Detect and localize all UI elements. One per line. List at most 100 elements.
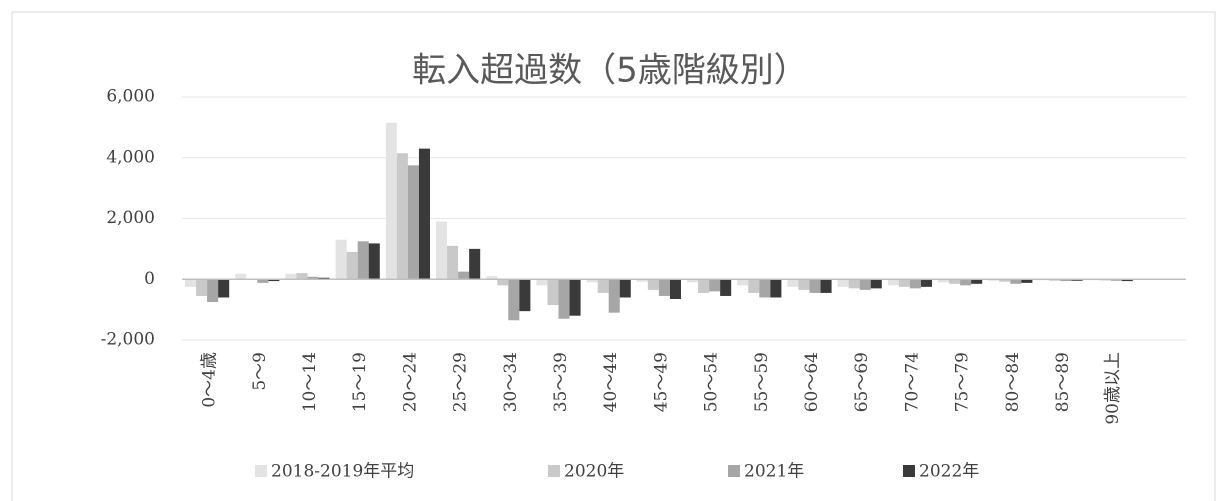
bar <box>357 241 369 280</box>
bar <box>898 279 910 287</box>
bar <box>597 279 609 293</box>
bar <box>720 279 732 296</box>
bar <box>949 279 961 284</box>
x-tick-label: 75〜79 <box>953 352 973 412</box>
bar <box>848 279 860 289</box>
bar <box>988 279 1000 281</box>
bar <box>837 279 849 287</box>
bar <box>820 279 832 293</box>
bar <box>335 239 347 280</box>
bar <box>619 279 631 298</box>
bar <box>1021 279 1033 283</box>
bar <box>447 245 459 280</box>
bar <box>636 279 648 282</box>
y-tick-label: 6,000 <box>106 87 155 107</box>
bar <box>385 122 397 280</box>
bar <box>185 279 197 287</box>
bar <box>669 279 681 299</box>
bar <box>285 273 297 280</box>
x-tick-label: 50〜54 <box>702 352 722 412</box>
y-tick-label: 4,000 <box>106 147 155 167</box>
legend-label: 2022年 <box>919 462 979 482</box>
bar <box>770 279 782 298</box>
bar <box>647 279 659 290</box>
bar <box>436 221 448 280</box>
bar <box>787 279 799 287</box>
bar <box>536 279 548 286</box>
bar <box>318 277 330 280</box>
bar <box>547 279 559 306</box>
bar <box>196 279 208 296</box>
bar <box>809 279 821 293</box>
chart-title: 転入超過数（5歳階級別） <box>412 51 808 91</box>
x-tick-label: 90歳以上 <box>1103 352 1123 425</box>
x-tick-label: 25〜29 <box>451 352 471 412</box>
bar <box>859 279 871 290</box>
bar <box>469 248 481 280</box>
bar <box>909 279 921 289</box>
x-tick-label: 55〜59 <box>752 352 772 412</box>
x-tick-label: 40〜44 <box>601 352 621 412</box>
bar <box>798 279 810 290</box>
x-tick-label: 0〜4歳 <box>200 352 220 408</box>
bar <box>497 279 509 286</box>
bar <box>608 279 620 313</box>
y-tick-label: 2,000 <box>106 208 155 228</box>
bar <box>971 279 983 284</box>
legend-swatch <box>548 465 560 477</box>
bar <box>938 279 950 283</box>
legend-swatch <box>903 465 915 477</box>
bar <box>268 279 280 282</box>
bar <box>920 279 932 287</box>
legend-label: 2021年 <box>744 462 804 482</box>
bar <box>508 279 520 321</box>
bar <box>1121 279 1133 282</box>
bar <box>737 279 749 286</box>
bar <box>658 279 670 296</box>
bar <box>296 273 308 280</box>
bar <box>1071 279 1083 281</box>
bar <box>346 251 358 280</box>
x-tick-label: 65〜69 <box>852 352 872 412</box>
bar <box>586 279 598 283</box>
bar <box>558 279 570 319</box>
x-tick-label: 80〜84 <box>1003 352 1023 412</box>
bar <box>709 279 721 292</box>
bar <box>748 279 760 293</box>
bar <box>1060 279 1072 282</box>
x-tick-label: 85〜89 <box>1053 352 1073 412</box>
bar <box>569 279 581 316</box>
legend-label: 2020年 <box>564 462 624 482</box>
legend-label: 2018-2019年平均 <box>271 462 414 482</box>
legend-swatch <box>255 465 267 477</box>
bar <box>458 271 470 280</box>
bar <box>887 279 899 286</box>
x-tick-label: 20〜24 <box>400 352 420 412</box>
bar <box>235 273 247 280</box>
x-tick-label: 45〜49 <box>651 352 671 412</box>
bar <box>307 276 319 280</box>
x-tick-label: 70〜74 <box>902 352 922 412</box>
bar <box>407 165 419 280</box>
bar <box>687 279 699 283</box>
y-tick-label: -2,000 <box>101 330 155 350</box>
y-tick-label: 0 <box>144 269 155 289</box>
bar <box>870 279 882 289</box>
bar <box>1049 279 1061 281</box>
x-tick-label: 10〜14 <box>300 352 320 412</box>
bar <box>1110 279 1122 281</box>
bar <box>218 279 230 298</box>
x-tick-label: 60〜64 <box>802 352 822 412</box>
bar <box>486 276 498 280</box>
bar <box>1010 279 1022 284</box>
bar <box>519 279 531 312</box>
bar <box>759 279 771 298</box>
bar <box>257 279 269 283</box>
x-tick-label: 35〜39 <box>551 352 571 412</box>
x-tick-label: 5〜9 <box>250 352 270 391</box>
bar <box>999 279 1011 282</box>
bar <box>960 279 972 286</box>
legend-swatch <box>728 465 740 477</box>
